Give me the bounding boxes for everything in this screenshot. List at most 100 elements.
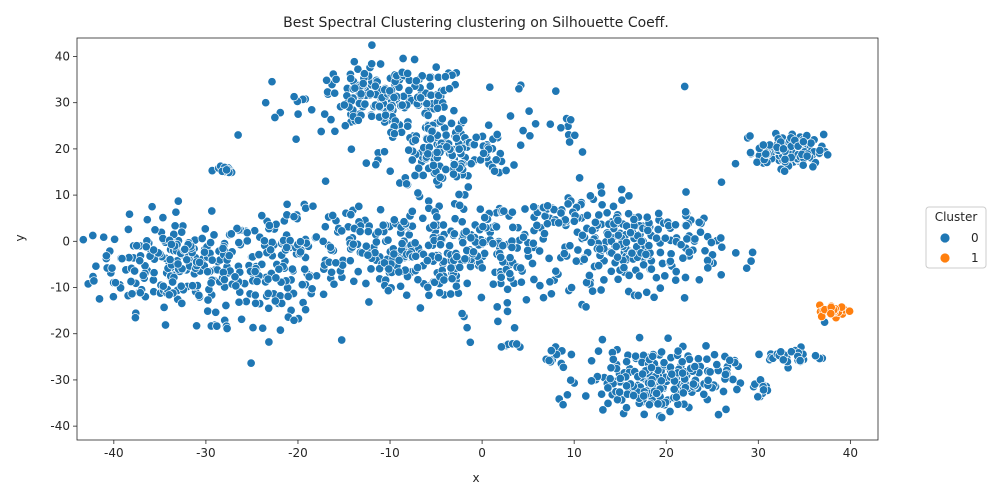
- scatter-point-cluster-0: [455, 200, 465, 210]
- scatter-point-cluster-0: [495, 149, 505, 159]
- y-axis: -40 -30 -20 -10 0 10 20 30 40: [50, 49, 77, 433]
- scatter-point-cluster-0: [599, 275, 609, 285]
- scatter-point-cluster-0: [203, 295, 213, 305]
- scatter-point-cluster-0: [110, 234, 120, 244]
- scatter-point-cluster-0: [379, 258, 389, 268]
- scatter-point-cluster-0: [425, 72, 435, 83]
- scatter-point-cluster-0: [250, 266, 260, 277]
- scatter-point-cluster-0: [462, 323, 472, 333]
- scatter-point-cluster-0: [423, 149, 433, 159]
- scatter-point-cluster-0: [484, 120, 494, 130]
- scatter-point-cluster-0: [478, 222, 488, 232]
- scatter-point-cluster-0: [597, 200, 607, 210]
- scatter-point-cluster-0: [177, 227, 187, 237]
- scatter-point-cluster-0: [141, 242, 151, 252]
- scatter-point-cluster-0: [378, 220, 388, 230]
- scatter-point-cluster-0: [224, 251, 234, 261]
- scatter-point-cluster-0: [264, 220, 275, 231]
- scatter-point-cluster-0: [459, 115, 469, 125]
- scatter-point-cluster-0: [446, 118, 457, 128]
- scatter-point-cluster-0: [117, 254, 127, 264]
- scatter-point-cluster-0: [509, 160, 519, 170]
- scatter-point-cluster-0: [501, 165, 511, 176]
- scatter-point-cluster-0: [425, 81, 435, 91]
- scatter-point-cluster-0: [326, 115, 336, 125]
- legend-marker-0: [939, 232, 951, 244]
- scatter-point-cluster-0: [295, 237, 306, 247]
- scatter-point-cluster-0: [567, 283, 577, 293]
- scatter-point-cluster-0: [366, 264, 376, 274]
- scatter-point-cluster-0: [270, 112, 280, 123]
- scatter-point-cluster-0: [778, 144, 788, 154]
- scatter-point-cluster-0: [158, 281, 168, 291]
- chart-title: Best Spectral Clustering clustering on S…: [283, 15, 669, 31]
- scatter-point-cluster-0: [230, 272, 240, 282]
- scatter-point-cluster-0: [680, 81, 690, 92]
- legend-marker-1: [939, 252, 951, 264]
- scatter-point-cluster-0: [657, 412, 667, 423]
- scatter-point-cluster-0: [585, 191, 595, 201]
- scatter-point-cluster-0: [544, 355, 554, 366]
- scatter-point-cluster-0: [381, 110, 391, 120]
- scatter-point-cluster-0: [667, 369, 677, 379]
- scatter-point-cluster-0: [681, 221, 691, 231]
- x-tick-label: 0: [478, 446, 486, 460]
- scatter-point-cluster-0: [823, 150, 833, 160]
- scatter-point-cluster-0: [389, 249, 399, 259]
- scatter-point-cluster-0: [496, 252, 506, 262]
- scatter-point-cluster-0: [410, 135, 420, 145]
- scatter-point-cluster-0: [397, 100, 407, 110]
- scatter-point-cluster-0: [571, 256, 581, 266]
- scatter-point-cluster-0: [532, 220, 542, 230]
- y-tick-label: -30: [50, 373, 70, 387]
- scatter-point-cluster-0: [716, 177, 727, 187]
- scatter-point-cluster-0: [458, 238, 468, 248]
- scatter-point-cluster-0: [593, 346, 604, 356]
- scatter-point-cluster-0: [322, 75, 332, 85]
- scatter-point-cluster-0: [644, 241, 654, 251]
- scatter-point-cluster-0: [426, 90, 436, 100]
- legend: Cluster 0 1: [925, 206, 987, 269]
- scatter-point-cluster-0: [404, 85, 414, 96]
- scatter-point-cluster-0: [463, 182, 473, 192]
- scatter-point-cluster-0: [776, 347, 786, 357]
- scatter-point-cluster-0: [195, 257, 205, 267]
- scatter-point-cluster-0: [678, 253, 688, 263]
- scatter-point-cluster-0: [808, 162, 818, 172]
- scatter-point-cluster-0: [465, 337, 475, 347]
- scatter-point-cluster-0: [234, 297, 244, 307]
- scatter-point-cluster-0: [271, 273, 281, 283]
- scatter-point-cluster-0: [701, 341, 711, 351]
- scatter-point-cluster-0: [503, 284, 513, 294]
- scatter-point-cluster-0: [89, 276, 99, 286]
- scatter-point-cluster-0: [566, 115, 576, 125]
- scatter-point-cluster-0: [617, 184, 627, 195]
- scatter-point-cluster-0: [488, 239, 498, 249]
- scatter-point-cluster-0: [556, 123, 566, 133]
- scatter-point-cluster-0: [590, 217, 600, 227]
- scatter-point-cluster-0: [429, 220, 439, 230]
- scatter-point-cluster-0: [730, 159, 741, 169]
- scatter-point-cluster-0: [462, 278, 472, 288]
- scatter-point-cluster-0: [454, 144, 464, 154]
- scatter-point-cluster-0: [507, 207, 517, 217]
- scatter-point-cluster-0: [602, 208, 612, 218]
- scatter-point-cluster-0: [78, 235, 88, 245]
- scatter-point-cluster-0: [242, 228, 252, 238]
- scatter-point-cluster-0: [597, 389, 607, 399]
- scatter-point-cluster-0: [124, 209, 135, 219]
- x-tick-label: -30: [196, 446, 216, 460]
- scatter-point-cluster-0: [617, 195, 627, 205]
- scatter-point-cluster-0: [780, 166, 790, 176]
- scatter-point-cluster-0: [376, 205, 386, 215]
- scatter-point-cluster-0: [745, 148, 756, 158]
- scatter-point-cluster-0: [815, 145, 825, 156]
- scatter-point-cluster-0: [257, 211, 267, 221]
- scatter-point-cluster-0: [200, 224, 210, 234]
- scatter-point-cluster-0: [584, 270, 594, 281]
- scatter-point-cluster-0: [449, 229, 459, 239]
- scatter-point-cluster-0: [413, 275, 423, 285]
- scatter-point-cluster-0: [619, 263, 629, 273]
- scatter-point-cluster-0: [565, 137, 575, 147]
- scatter-point-cluster-0: [110, 278, 121, 288]
